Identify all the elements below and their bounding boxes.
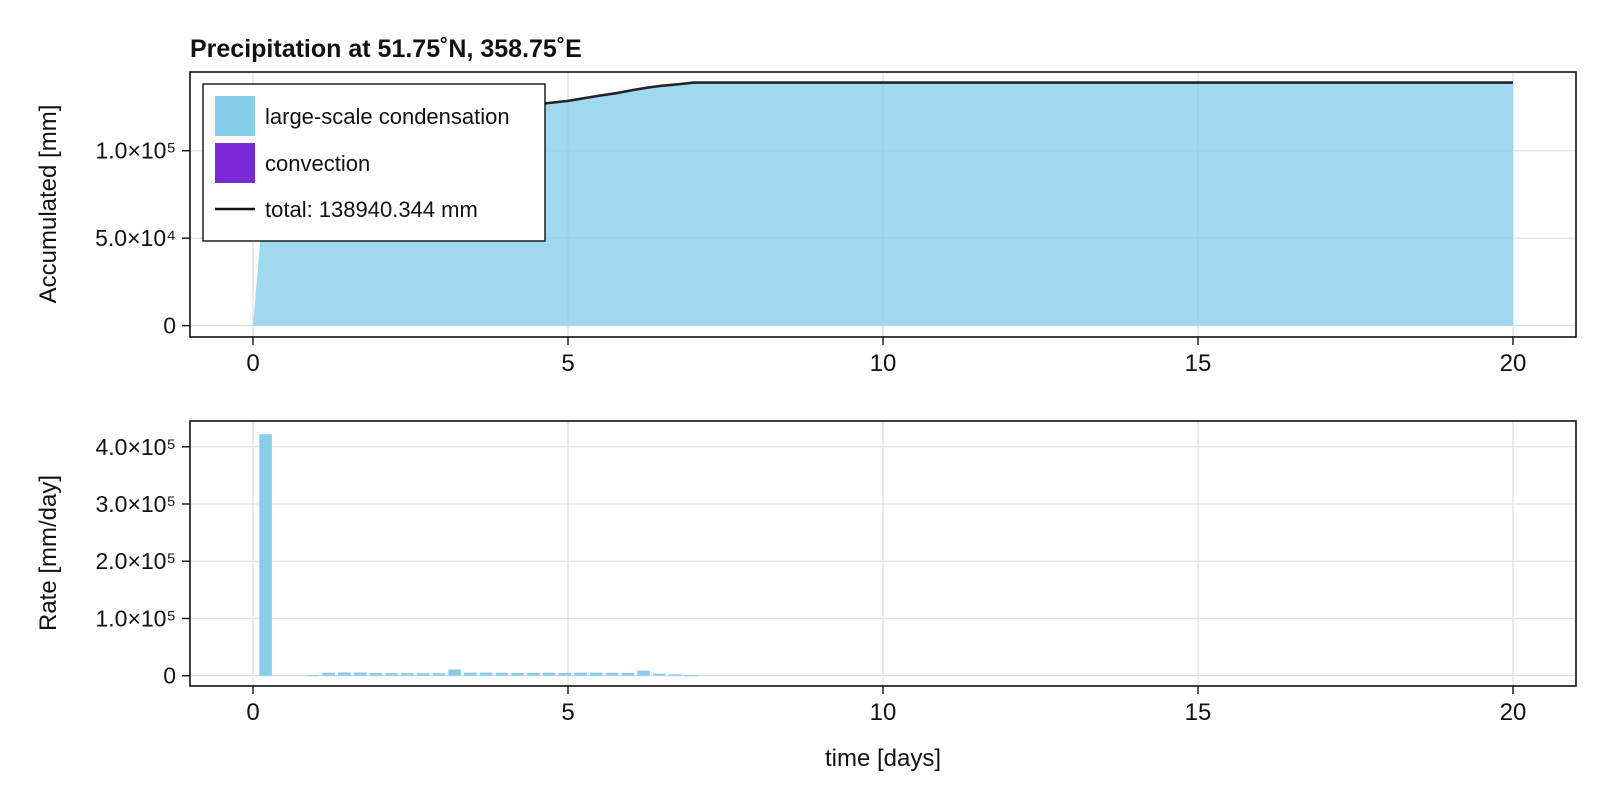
rate-xtick-label: 20 xyxy=(1500,699,1527,726)
rate-grid xyxy=(190,421,1576,686)
rate-bar xyxy=(416,673,430,676)
rate-bar xyxy=(448,669,461,676)
large-scale-condensation-area xyxy=(253,82,1513,326)
legend: large-scale condensation convection tota… xyxy=(202,83,546,242)
accumulated-ylabel: Accumulated [mm] xyxy=(35,105,62,304)
rate-bar xyxy=(401,673,414,676)
accumulated-xtick-label: 15 xyxy=(1185,350,1212,377)
rate-xtick-label: 10 xyxy=(870,699,897,726)
rate-xtick-label: 5 xyxy=(561,699,574,726)
rate-axis-ticks: 0 5 10 15 20 0 1.0×10⁵ 2.0×10⁵ 3.0×10⁵ 4.0×10⁵ xyxy=(95,434,1526,726)
rate-bar xyxy=(385,673,398,676)
rate-bar xyxy=(306,675,320,677)
rate-bar xyxy=(668,674,682,676)
rate-bar xyxy=(464,672,477,676)
legend-box xyxy=(202,83,546,242)
rate-bar xyxy=(527,672,540,676)
accumulated-axis-ticks: 0 5 10 15 20 0 5.0×10⁴ 1.0×10⁵ xyxy=(95,138,1526,377)
legend-label-convection: convection xyxy=(265,151,370,176)
accumulated-ytick-label: 1.0×10⁵ xyxy=(95,138,176,164)
rate-bar xyxy=(369,672,383,676)
rate-ytick-label: 3.0×10⁵ xyxy=(95,491,176,517)
rate-bar xyxy=(684,675,698,677)
rate-bar xyxy=(558,672,572,676)
rate-ytick-label: 4.0×10⁵ xyxy=(95,434,176,460)
rate-bar xyxy=(621,672,635,676)
rate-bar xyxy=(637,670,650,676)
rate-xtick-label: 0 xyxy=(246,699,259,726)
rate-bar xyxy=(479,672,493,676)
rate-bar xyxy=(495,672,509,676)
accumulated-xtick-label: 0 xyxy=(246,350,259,377)
rate-bar xyxy=(653,673,666,676)
rate-ylabel: Rate [mm/day] xyxy=(35,475,62,631)
accumulated-xtick-label: 5 xyxy=(561,350,574,377)
rate-bar xyxy=(432,673,446,676)
accumulated-panel: 0 5 10 15 20 0 5.0×10⁴ 1.0×10⁵ Accumulated [mm]… xyxy=(35,71,1577,377)
accumulated-xtick-label: 20 xyxy=(1500,350,1527,377)
rate-bar xyxy=(542,672,556,676)
rate-ytick-label: 2.0×10⁵ xyxy=(95,548,176,574)
rate-bar xyxy=(353,672,367,676)
rate-bar xyxy=(605,672,619,676)
legend-label-total: total: 138940.344 mm xyxy=(265,197,478,222)
rate-xtick-label: 15 xyxy=(1185,699,1212,726)
accumulated-xtick-label: 10 xyxy=(870,350,897,377)
rate-bar xyxy=(338,672,351,676)
rate-bars xyxy=(259,434,698,677)
time-xlabel: time [days] xyxy=(825,745,941,772)
rate-bar xyxy=(574,672,587,676)
accumulated-ytick-label: 5.0×10⁴ xyxy=(95,225,176,251)
chart-title: Precipitation at 51.75˚N, 358.75˚E xyxy=(190,35,582,63)
legend-swatch-large-scale xyxy=(215,96,255,136)
accumulated-ytick-label: 0 xyxy=(163,313,176,339)
rate-ytick-label: 1.0×10⁵ xyxy=(95,605,176,631)
rate-ytick-label: 0 xyxy=(163,663,176,689)
rate-bar xyxy=(590,672,603,676)
rate-panel: 0 5 10 15 20 0 1.0×10⁵ 2.0×10⁵ 3.0×10⁵ 4.0×10⁵ Ra… xyxy=(35,420,1577,772)
rate-bar xyxy=(511,672,524,676)
legend-label-large-scale: large-scale condensation xyxy=(265,104,510,129)
rate-bar xyxy=(259,434,272,676)
accumulated-area xyxy=(253,82,1513,326)
rate-bar xyxy=(322,672,335,676)
legend-swatch-convection xyxy=(215,143,255,183)
